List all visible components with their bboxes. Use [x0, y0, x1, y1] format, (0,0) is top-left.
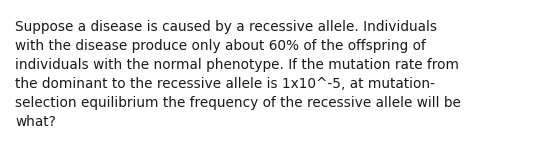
Text: Suppose a disease is caused by a recessive allele. Individuals
with the disease : Suppose a disease is caused by a recessi…: [15, 20, 461, 129]
